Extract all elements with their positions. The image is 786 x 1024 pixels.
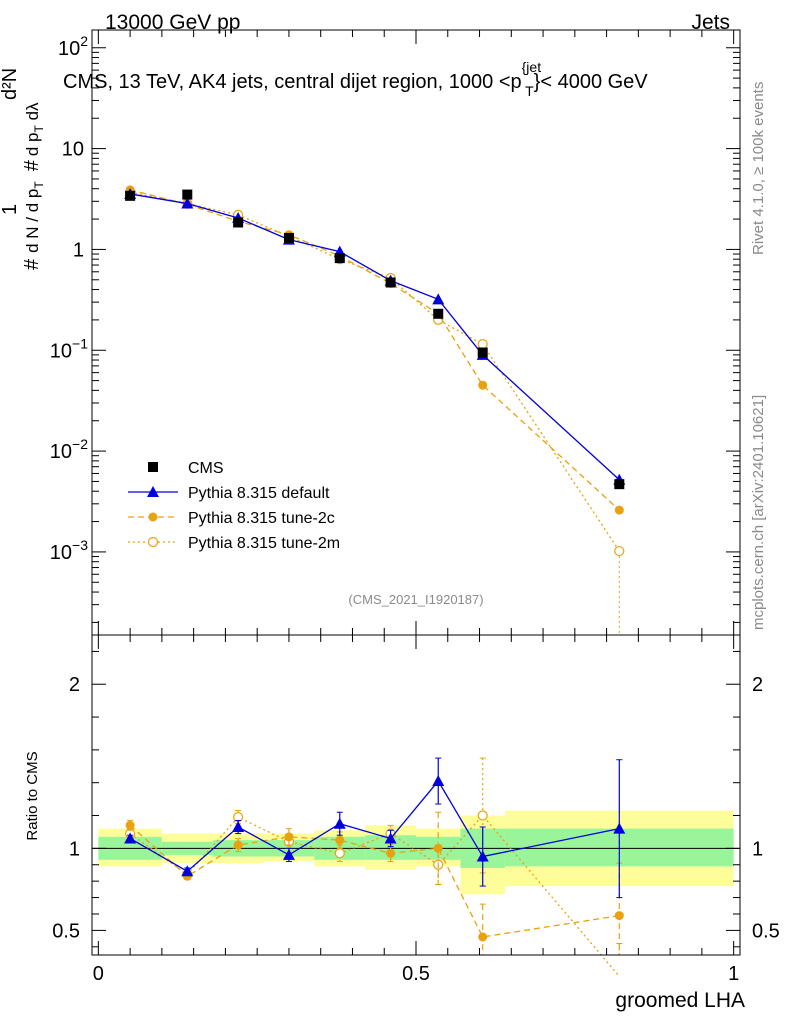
main-y-tick-label: 10−3 bbox=[50, 537, 88, 564]
main-title: CMS, 13 TeV, AK4 jets, central dijet reg… bbox=[63, 59, 648, 99]
ratio-point-pythia-8-315-default bbox=[124, 832, 137, 844]
main-point-pythia-8-315-default bbox=[181, 197, 194, 209]
ratio-point-pythia-8-315-default bbox=[232, 821, 245, 832]
legend-label: Pythia 8.315 tune-2c bbox=[188, 510, 335, 527]
ratio-series bbox=[124, 757, 626, 977]
legend-marker bbox=[148, 462, 158, 472]
ratio-point-pythia-8-315-tune-2c bbox=[125, 820, 135, 830]
ratio-point-pythia-8-315-default bbox=[333, 817, 346, 829]
main-point-pythia-8-315-tune-2c bbox=[478, 380, 488, 390]
main-y-tick-label: 10−2 bbox=[50, 436, 88, 463]
legend-marker bbox=[147, 486, 159, 497]
main-point-pythia-8-315-default bbox=[432, 293, 445, 305]
ratio-x-tick-label: 0.5 bbox=[402, 963, 430, 985]
main-point-cms bbox=[614, 479, 625, 490]
ratio-y-tick-label: 0.5 bbox=[52, 920, 80, 942]
ratio-bands bbox=[98, 810, 734, 895]
legend-marker bbox=[148, 512, 158, 522]
header-left: 13000 GeV pp bbox=[105, 11, 240, 34]
main-y-tick-label: 1 bbox=[73, 239, 84, 261]
main-point-cms bbox=[233, 217, 244, 228]
main-point-cms bbox=[385, 277, 396, 288]
legend-label: CMS bbox=[188, 460, 224, 477]
ratio-point-pythia-8-315-tune-2c bbox=[233, 840, 243, 850]
ratio-point-pythia-8-315-tune-2c bbox=[478, 932, 488, 942]
main-title-sup: {jet bbox=[522, 59, 542, 75]
ratio-line-pythia-8-315-tune-2c bbox=[129, 824, 620, 938]
ratio-frame bbox=[91, 634, 741, 956]
main-point-pythia-8-315-tune-2m bbox=[614, 545, 625, 557]
ratio-point-pythia-8-315-tune-2c bbox=[335, 835, 345, 845]
x-axis-label: groomed LHA bbox=[615, 989, 745, 1012]
main-line-pythia-8-315-default bbox=[130, 193, 620, 481]
ratio-x-tick-label: 1 bbox=[728, 963, 739, 985]
legend-label: Pythia 8.315 tune-2m bbox=[188, 535, 340, 552]
ratio-axes: 0.5 0.5 1 1 2 2 0 0.5 1 bbox=[52, 635, 780, 985]
main-ylabel-num: 1 bbox=[0, 204, 21, 215]
ratio-y-tick-label: 2 bbox=[69, 674, 80, 696]
ratio-point-pythia-8-315-default bbox=[432, 775, 445, 787]
main-point-cms bbox=[433, 308, 444, 319]
main-title-sub: T bbox=[525, 83, 534, 99]
main-ylabel-text: #d N / d pT#d pT dλ bbox=[21, 102, 46, 270]
main-y-tick-label: 10−1 bbox=[50, 335, 88, 362]
main-point-cms bbox=[283, 232, 294, 243]
mcplots-label: mcplots.cern.ch [arXiv:2401.10621] bbox=[750, 395, 767, 630]
ratio-point-pythia-8-315-default bbox=[613, 822, 626, 834]
main-ylabel-num2: d²N bbox=[0, 68, 21, 100]
main-point-cms bbox=[477, 347, 488, 358]
ratio-point-pythia-8-315-default bbox=[384, 832, 397, 844]
ratio-point-pythia-8-315-tune-2c bbox=[386, 848, 396, 858]
main-point-cms bbox=[334, 253, 345, 264]
main-ylabel: #d N / d pT#d pT dλ 1 d²N bbox=[0, 68, 46, 270]
main-y-tick-label: 10 bbox=[62, 139, 84, 161]
ratio-point-pythia-8-315-tune-2c bbox=[614, 911, 624, 921]
legend-marker bbox=[147, 536, 159, 548]
ratio-point-pythia-8-315-default bbox=[181, 865, 194, 877]
ratio-ylabel: Ratio to CMS bbox=[24, 751, 41, 840]
main-point-cms bbox=[182, 189, 193, 200]
legend: CMS Pythia 8.315 default Pythia 8.315 tune… bbox=[128, 460, 340, 552]
main-point-pythia-8-315-tune-2m bbox=[477, 339, 488, 350]
main-point-cms bbox=[125, 190, 136, 201]
main-title-a: CMS, 13 TeV, AK4 jets, central dijet reg… bbox=[63, 71, 522, 93]
watermark: (CMS_2021_I1920187) bbox=[348, 592, 483, 607]
main-axes: 10−3 10−2 10−1 1 10 102 bbox=[50, 30, 740, 635]
ratio-x-tick-label: 0 bbox=[93, 963, 104, 985]
ratio-point-pythia-8-315-default bbox=[282, 848, 295, 860]
legend-label: Pythia 8.315 default bbox=[188, 485, 330, 502]
ratio-y-tick-label-right: 2 bbox=[752, 674, 763, 696]
ratio-y-tick-label: 1 bbox=[69, 838, 80, 860]
main-y-tick-label: 102 bbox=[58, 33, 88, 60]
ratio-point-pythia-8-315-tune-2m bbox=[477, 810, 488, 821]
ratio-y-tick-label-right: 1 bbox=[752, 838, 763, 860]
main-title-b: }< 4000 GeV bbox=[534, 71, 649, 93]
ratio-point-pythia-8-315-tune-2m bbox=[334, 848, 345, 859]
ratio-point-pythia-8-315-tune-2c bbox=[433, 843, 443, 853]
main-series bbox=[124, 185, 626, 635]
ratio-point-pythia-8-315-default bbox=[476, 850, 489, 862]
ratio-y-tick-label-right: 0.5 bbox=[752, 920, 780, 942]
ratio-point-pythia-8-315-tune-2c bbox=[284, 832, 294, 842]
main-point-pythia-8-315-tune-2c bbox=[614, 505, 624, 515]
header-right: Jets bbox=[691, 11, 730, 34]
rivet-label: Rivet 4.1.0, ≥ 100k events bbox=[750, 82, 767, 255]
